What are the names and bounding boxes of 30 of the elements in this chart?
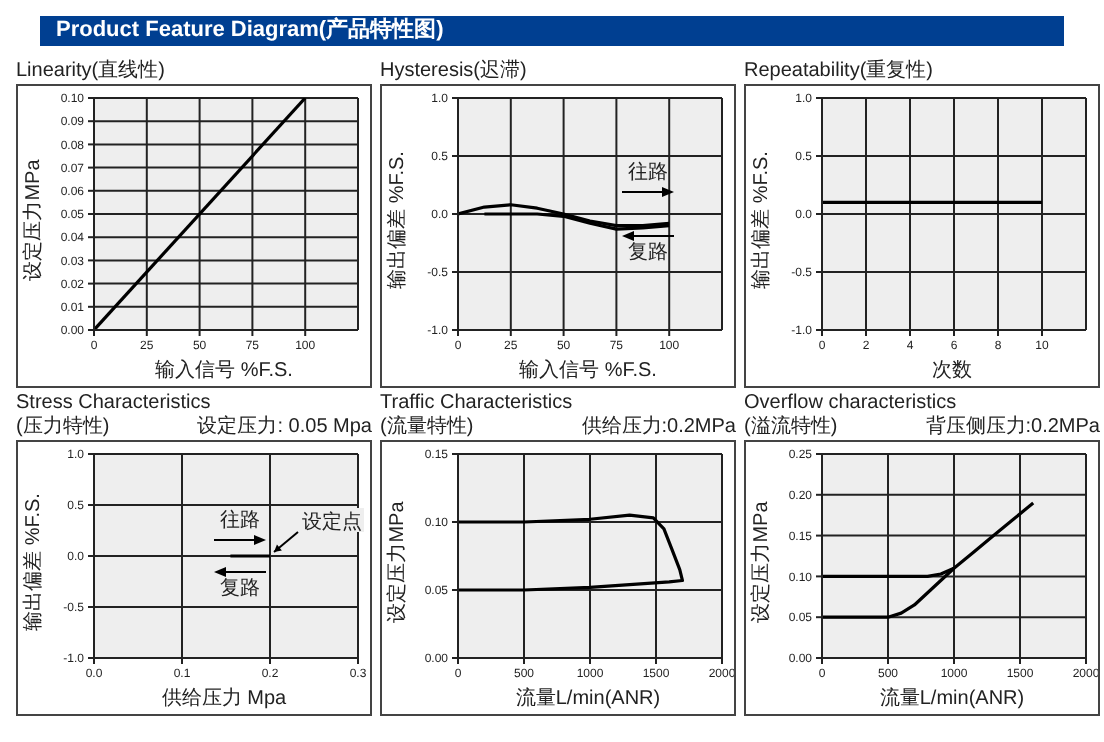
chart-title: Repeatability(重复性): [744, 60, 935, 84]
y-axis-title: 设定压力MPa: [750, 501, 774, 623]
chart-subtitle: (流量特性): [380, 416, 474, 440]
chart-subtitle: (溢流特性): [744, 416, 838, 440]
chart-subtitle: (压力特性): [16, 416, 110, 440]
annotation: 往路: [220, 510, 260, 532]
text: 背压侧压力:0.2MPa: [925, 416, 1100, 440]
chart-title: Overflow characteristics: [744, 392, 959, 415]
x-axis-title: 流量L/min(ANR): [513, 686, 663, 712]
y-axis-title: 设定压力MPa: [386, 501, 410, 623]
chart-title: Stress Characteristics: [16, 392, 213, 415]
x-axis-title: 流量L/min(ANR): [877, 686, 1027, 712]
x-axis-title: 次数: [930, 358, 974, 384]
text: Product Feature Diagram(产品特性图): [40, 16, 1064, 46]
y-axis-title: 输出偏差 %F.S.: [22, 493, 46, 631]
y-axis-title: 输出偏差 %F.S.: [750, 151, 774, 289]
chart-title: Linearity(直线性): [16, 60, 167, 84]
x-axis-title: 供给压力 Mpa: [159, 686, 289, 712]
chart-title: Hysteresis(迟滞): [380, 60, 529, 84]
chart-title: Traffic Characteristics: [380, 392, 575, 415]
text: 供给压力:0.2MPa: [581, 416, 736, 440]
y-axis-title: 输出偏差 %F.S.: [386, 151, 410, 289]
annotation: 设定点: [302, 510, 362, 534]
annotation: 复路: [628, 242, 668, 264]
annotation: 复路: [220, 578, 260, 600]
text: 设定压力: 0.05 Mpa: [197, 416, 372, 440]
annotation: 往路: [628, 162, 668, 184]
x-axis-title: 输入信号 %F.S.: [517, 358, 659, 384]
y-axis-title: 设定压力MPa: [22, 159, 46, 281]
x-axis-title: 输入信号 %F.S.: [153, 358, 295, 384]
